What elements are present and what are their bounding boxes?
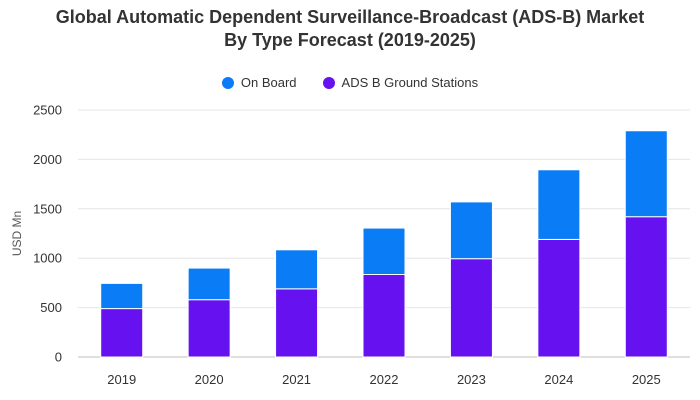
bar-ads-b-ground-stations-2022 [362, 274, 406, 358]
bar-on-board-2023 [449, 201, 493, 260]
bar-on-board-2021 [275, 249, 319, 290]
legend-swatch-on-board [221, 76, 234, 89]
chart-title: Global Automatic Dependent Surveillance-… [0, 6, 700, 52]
legend-swatch-ground-stations [322, 76, 335, 89]
axes: 0 500 1000 1500 2000 2500 USD Mn 2019 2020 2021 20… [10, 103, 661, 388]
chart-title-line-1: Global Automatic Dependent Surveillance-… [55, 7, 645, 27]
x-tick-label-2020: 2020 [195, 372, 224, 387]
chart-title-line-2: By Type Forecast (2019-2025) [224, 30, 476, 50]
bar-ads-b-ground-stations-2021 [275, 288, 319, 358]
bar-ads-b-ground-stations-2019 [100, 308, 144, 358]
bar-on-board-2020 [187, 267, 231, 301]
bars [100, 130, 668, 358]
y-axis-label: USD Mn [10, 211, 24, 256]
x-tick-label-2023: 2023 [457, 372, 486, 387]
legend-label-on-board: On Board [240, 75, 297, 90]
bar-on-board-2025 [624, 130, 668, 218]
x-tick-label-2024: 2024 [544, 372, 573, 387]
y-tick-label-2000: 2000 [33, 152, 62, 167]
x-tick-label-2019: 2019 [107, 372, 136, 387]
legend-item-on-board[interactable]: On Board [221, 75, 297, 90]
y-tick-label-1000: 1000 [33, 251, 62, 266]
legend: On Board ADS B Ground Stations [0, 75, 700, 90]
y-tick-label-1500: 1500 [33, 201, 62, 216]
bar-ads-b-ground-stations-2023 [449, 258, 493, 358]
y-tick-label-500: 500 [40, 300, 62, 315]
legend-item-ground-stations[interactable]: ADS B Ground Stations [322, 75, 479, 90]
legend-label-ground-stations: ADS B Ground Stations [341, 75, 479, 90]
x-tick-label-2025: 2025 [632, 372, 661, 387]
bar-on-board-2019 [100, 282, 144, 310]
x-tick-label-2022: 2022 [370, 372, 399, 387]
bar-ads-b-ground-stations-2024 [537, 238, 581, 358]
y-tick-label-2500: 2500 [33, 103, 62, 118]
bar-ads-b-ground-stations-2025 [624, 216, 668, 358]
bar-on-board-2022 [362, 227, 406, 276]
bar-on-board-2024 [537, 169, 581, 240]
bar-ads-b-ground-stations-2020 [187, 299, 231, 358]
y-tick-label-0: 0 [55, 350, 62, 365]
x-tick-label-2021: 2021 [282, 372, 311, 387]
